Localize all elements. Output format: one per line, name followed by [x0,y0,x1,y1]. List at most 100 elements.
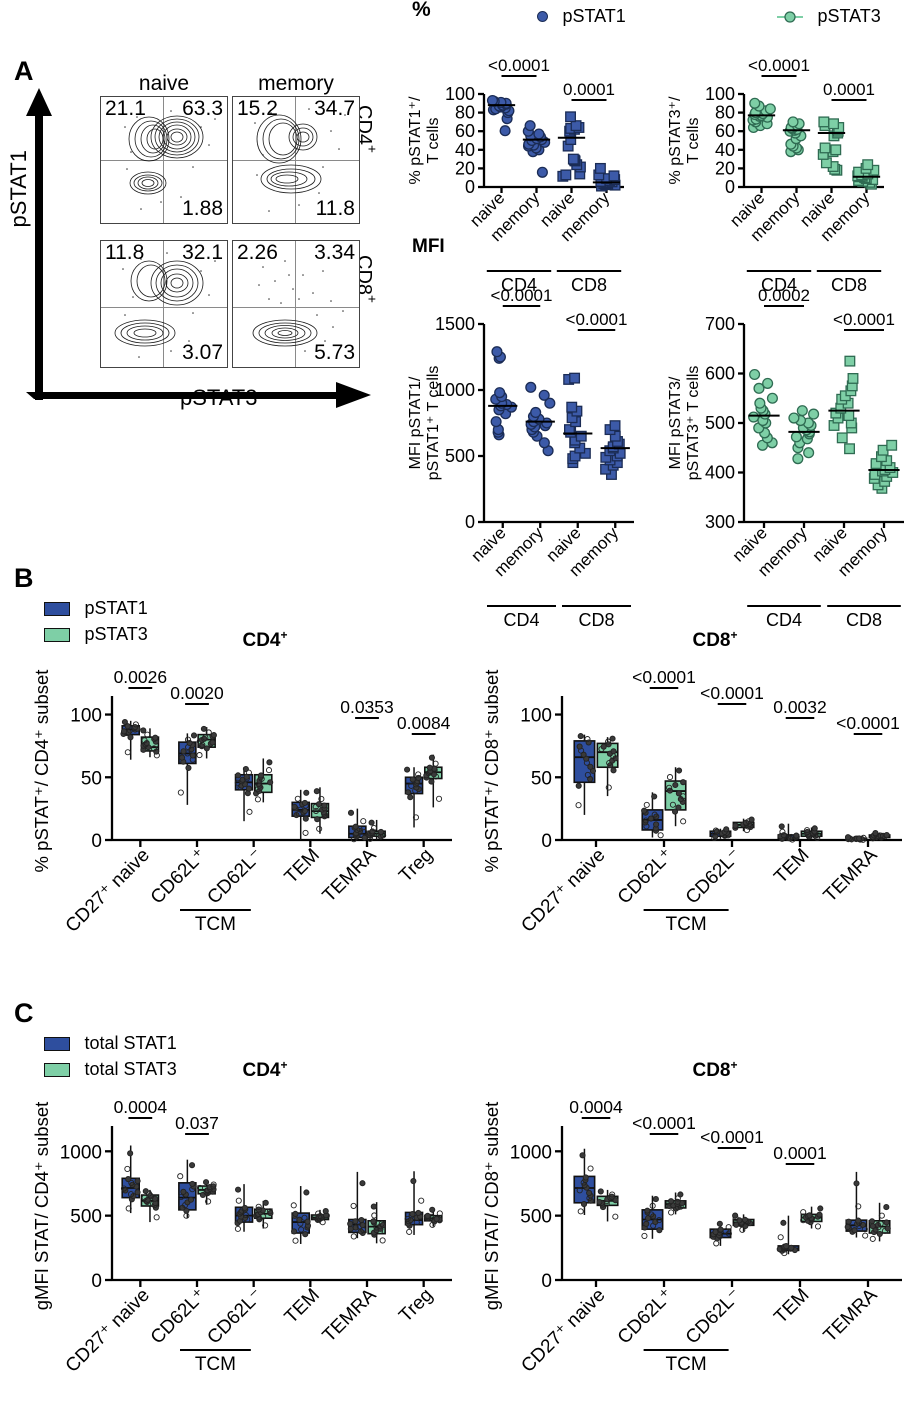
svg-text:40: 40 [715,140,735,160]
flow-quad-value: 1.88 [182,197,223,220]
svg-text:100: 100 [520,706,552,727]
svg-text:<0.0001: <0.0001 [488,56,550,75]
legend-c: total STAT1 total STAT3 [44,1033,177,1080]
flow-quad-value: 15.2 [237,97,278,120]
chart-title: CD8+ [692,628,737,651]
svg-text:<0.0001: <0.0001 [833,310,895,329]
group-bracket-label: TCM [666,914,707,935]
y-axis-label: gMFI STAT/ CD8⁺ subset [481,1102,502,1311]
flow-quad-value: 32.1 [182,241,223,264]
x-tick-label: CD62L⁻ [682,1285,746,1349]
chart-c-cd4: CD4+ 0 500 1000 0.0004 0.037 CD27⁺ naive CD62L⁺… [20,1058,460,1377]
group-bracket-label: TCM [195,1354,236,1375]
y-axis-label: gMFI STAT/ CD4⁺ subset [31,1102,52,1311]
svg-text:0: 0 [541,831,552,852]
chart-title: CD4+ [242,628,287,651]
total-stat1-swatch-icon [44,1036,70,1051]
svg-text:CD4: CD4 [501,275,537,295]
pstat3-axis-arrow [26,382,371,408]
svg-text:1000: 1000 [510,1142,552,1163]
svg-text:1000: 1000 [60,1142,102,1163]
pstat1-circle-icon [537,11,548,22]
svg-text:500: 500 [445,446,475,466]
panel-letter-b: B [14,563,34,593]
x-tick-label: CD62L⁻ [682,845,746,909]
flow-quad-value: 21.1 [105,97,146,120]
y-axis-label: % pSTAT⁺/ CD4⁺ subset [31,670,52,873]
svg-text:80: 80 [715,103,735,123]
svg-text:80: 80 [455,103,475,123]
scatter-plot: 020406080100<0.00010.0001naivememorynaiv… [407,56,624,295]
svg-text:50: 50 [531,768,552,789]
flow-quad-value: 3.34 [314,241,355,264]
flow-quad-value: 63.3 [182,97,223,120]
pstat1-swatch-icon [44,601,70,616]
section-label-percent: % [412,0,431,21]
panel-letter-c: C [14,998,34,1028]
flow-plot-cd4-memory: 15.2 34.7 11.8 [232,96,360,224]
p-value-label: 0.037 [175,1113,219,1133]
chart-percent-pstat1: 0 20 40 60 80 100 <0.0001 0.0001 naive memory naiv… [400,46,630,295]
x-tick-label: CD62L⁻ [203,1285,267,1349]
legend-item-stat1-c: total STAT1 [44,1033,177,1054]
flow-quad-value: 11.8 [315,197,355,220]
legend-item-pstat3-b: pSTAT3 [44,624,148,645]
x-tick-label: TEM [281,845,324,888]
x-tick-label: Treg [395,845,437,887]
p-value-label: 0.0026 [114,667,168,687]
x-tick-label: CD27⁺ naive [517,845,609,937]
p-value-label: 0.0032 [773,697,827,717]
svg-text:MFI pSTAT1/: MFI pSTAT1/ [407,376,424,469]
svg-text:600: 600 [705,364,735,384]
svg-text:20: 20 [715,158,735,178]
x-tick-label: CD62L⁺ [147,845,211,909]
x-tick-label: CD27⁺ naive [62,1285,154,1377]
chart-title: CD4+ [242,1058,287,1081]
svg-text:60: 60 [715,121,735,141]
svg-text:100: 100 [445,84,475,104]
svg-text:T cells: T cells [685,118,702,164]
p-value-label: 0.0353 [340,697,394,717]
x-tick-label: CD62L⁻ [203,845,267,909]
svg-text:20: 20 [455,158,475,178]
chart-b-cd4: CD4+ 0 50 100 0.0026 0.0020 0.0353 0.0084 CD27⁺ … [20,628,460,937]
svg-text:CD4: CD4 [761,275,797,295]
x-tick-label: CD27⁺ naive [62,845,154,937]
x-tick-label: CD27⁺ naive [517,1285,609,1377]
pstat3-swatch-icon [44,627,70,642]
legend-b: pSTAT1 pSTAT3 [44,598,148,645]
y-axis-label: % pSTAT⁺/ CD8⁺ subset [481,670,502,873]
flow-col-header-memory: memory [258,72,334,95]
flow-quad-value: 3.07 [182,341,223,364]
svg-text:CD4: CD4 [503,610,539,630]
p-value-label: <0.0001 [632,667,696,687]
legend-label: pSTAT3 [817,6,881,26]
legend-pstat3-a: pSTAT3 [777,6,881,27]
x-tick-label: TEMRA [820,844,882,906]
svg-text:CD8: CD8 [846,610,882,630]
p-value-label: <0.0001 [700,1127,764,1147]
svg-text:CD8: CD8 [571,275,607,295]
svg-text:300: 300 [705,512,735,532]
x-tick-label: TEM [770,845,813,888]
svg-text:0.0002: 0.0002 [758,286,810,305]
svg-text:CD8: CD8 [578,610,614,630]
pstat3-circle-line-icon [777,10,803,23]
box-plot: CD8+ 0 500 1000 0.0004 <0.0001<0.0001 0.0001 CD… [481,1058,902,1377]
svg-text:pSTAT1⁺ T cells: pSTAT1⁺ T cells [425,366,442,481]
svg-text:0: 0 [541,1271,552,1292]
box-plot: CD8+050100<0.0001<0.00010.0032<0.0001CD2… [481,628,902,937]
scatter-plot: 020406080100<0.00010.0001naivememorynaiv… [667,56,884,295]
chart-c-cd8: CD8+ 0 500 1000 0.0004 <0.0001 <0.0001 0.0001 CD… [470,1058,910,1377]
flow-quad-value: 11.8 [105,241,145,264]
legend-label: total STAT1 [84,1033,177,1053]
legend-label: pSTAT1 [84,598,148,618]
svg-text:<0.0001: <0.0001 [748,56,810,75]
flow-col-header-naive: naive [138,72,190,95]
flow-plot-cd4-naive: 21.1 63.3 1.88 [100,96,228,224]
svg-text:1500: 1500 [435,314,475,334]
box-plot: CD4+ 0 500 1000 0.0004 0.037 CD27⁺ naiveCD62L⁺… [31,1058,452,1377]
chart-title: CD8+ [692,1058,737,1081]
p-value-label: 0.0084 [397,713,451,733]
group-bracket-label: TCM [195,914,236,935]
